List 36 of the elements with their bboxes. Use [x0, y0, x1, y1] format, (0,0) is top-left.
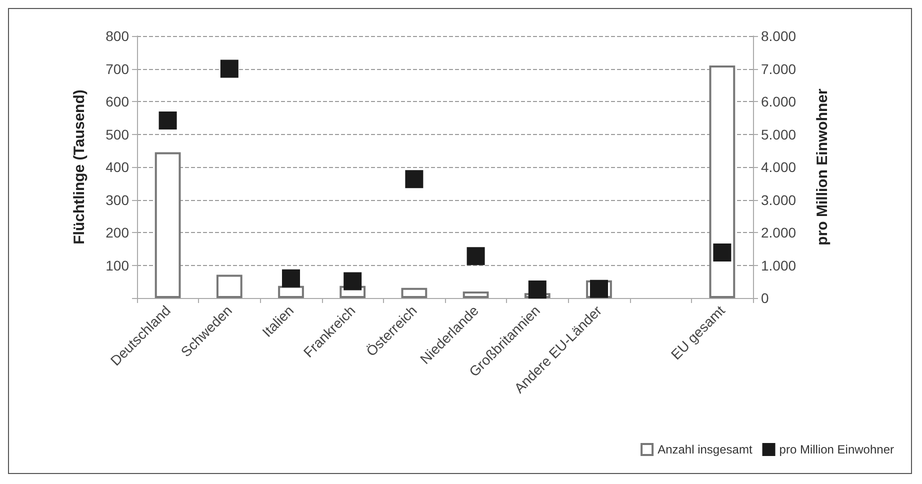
point	[405, 170, 424, 188]
point	[713, 243, 732, 262]
y-axis-title: Flüchtlinge (Tausend)	[71, 90, 88, 244]
y2-tick-label: 2.000	[761, 224, 796, 240]
y2-tick-label: 7.000	[761, 60, 796, 77]
y-tick-label: 600	[106, 94, 130, 110]
bar	[462, 291, 489, 298]
y2-tick-label: 3.000	[761, 192, 796, 208]
point	[590, 280, 608, 298]
bar	[709, 65, 736, 298]
y2-tick-label: 6.000	[761, 94, 796, 110]
point	[158, 111, 177, 130]
point	[282, 269, 300, 288]
bar	[216, 274, 242, 298]
y2-tick-label: 4.000	[761, 159, 796, 175]
y-tick-label: 800	[106, 28, 130, 44]
y2-tick-label: 1.000	[761, 257, 796, 274]
point	[220, 60, 238, 78]
y-tick-label: 200	[106, 224, 130, 240]
bar	[401, 288, 428, 298]
y2-tick-label: 5.000	[761, 126, 796, 142]
y-tick-label: 400	[106, 159, 130, 175]
legend-label: Anzahl insgesamt	[658, 442, 753, 456]
y2-tick-label: 8.000	[761, 28, 796, 44]
y-tick-label: 300	[106, 192, 130, 208]
y2-axis-title: pro Million Einwohner	[814, 88, 831, 246]
y-tick-label: 500	[106, 126, 130, 142]
point	[466, 247, 485, 266]
point	[344, 272, 362, 290]
y-tick-label: 700	[106, 60, 130, 77]
y2-tick-label: 0	[761, 290, 769, 306]
bar	[154, 152, 181, 298]
y-tick-label: 100	[106, 257, 130, 274]
bar	[278, 286, 304, 298]
point	[528, 280, 546, 298]
legend-label: pro Million Einwohner	[779, 442, 894, 456]
